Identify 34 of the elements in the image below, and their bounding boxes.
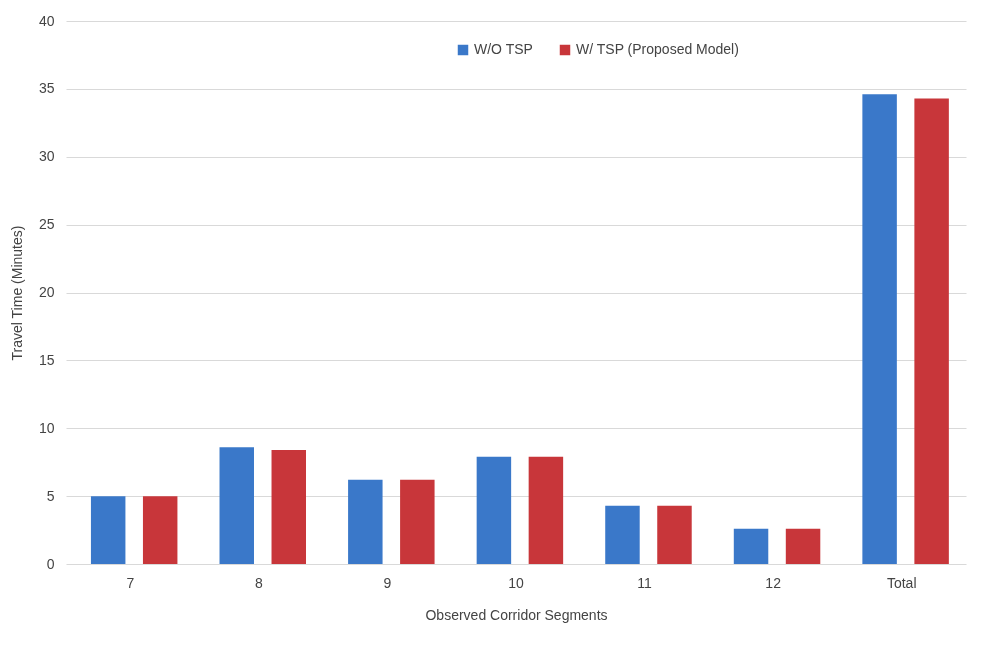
bar (476, 456, 512, 564)
y-tick-label: 25 (38, 216, 55, 233)
x-tick-label: 7 (126, 574, 135, 591)
y-tick-label: 0 (46, 555, 55, 572)
y-axis-title: Travel Time (Minutes) (8, 225, 25, 361)
bar (605, 505, 640, 564)
bar (271, 449, 306, 564)
bar (733, 528, 769, 564)
x-tick-label: 11 (637, 574, 653, 591)
bar (142, 496, 178, 564)
x-tick-label: 10 (508, 574, 524, 591)
x-axis-title: Observed Corridor Segments (425, 606, 608, 623)
y-tick-label: 15 (38, 351, 55, 368)
bar (862, 94, 897, 564)
x-tick-label: 9 (383, 574, 392, 591)
x-tick-label: 12 (765, 574, 782, 591)
bar (528, 456, 564, 564)
y-tick-label: 40 (38, 12, 55, 29)
y-tick-label: 5 (46, 487, 55, 504)
bar (400, 479, 435, 564)
bar (348, 479, 383, 564)
y-tick-label: 30 (38, 148, 55, 165)
bar (90, 496, 126, 564)
bar (785, 528, 821, 564)
bar (914, 98, 949, 564)
y-tick-label: 35 (38, 80, 55, 97)
x-tick-label: Total (886, 574, 917, 591)
y-tick-label: 10 (38, 419, 55, 436)
legend-label: W/O TSP (474, 41, 533, 57)
bar (657, 505, 692, 564)
legend-label: W/ TSP (Proposed Model) (576, 41, 739, 57)
x-tick-label: 8 (254, 574, 263, 591)
bar (219, 447, 254, 564)
y-tick-label: 20 (38, 284, 55, 300)
